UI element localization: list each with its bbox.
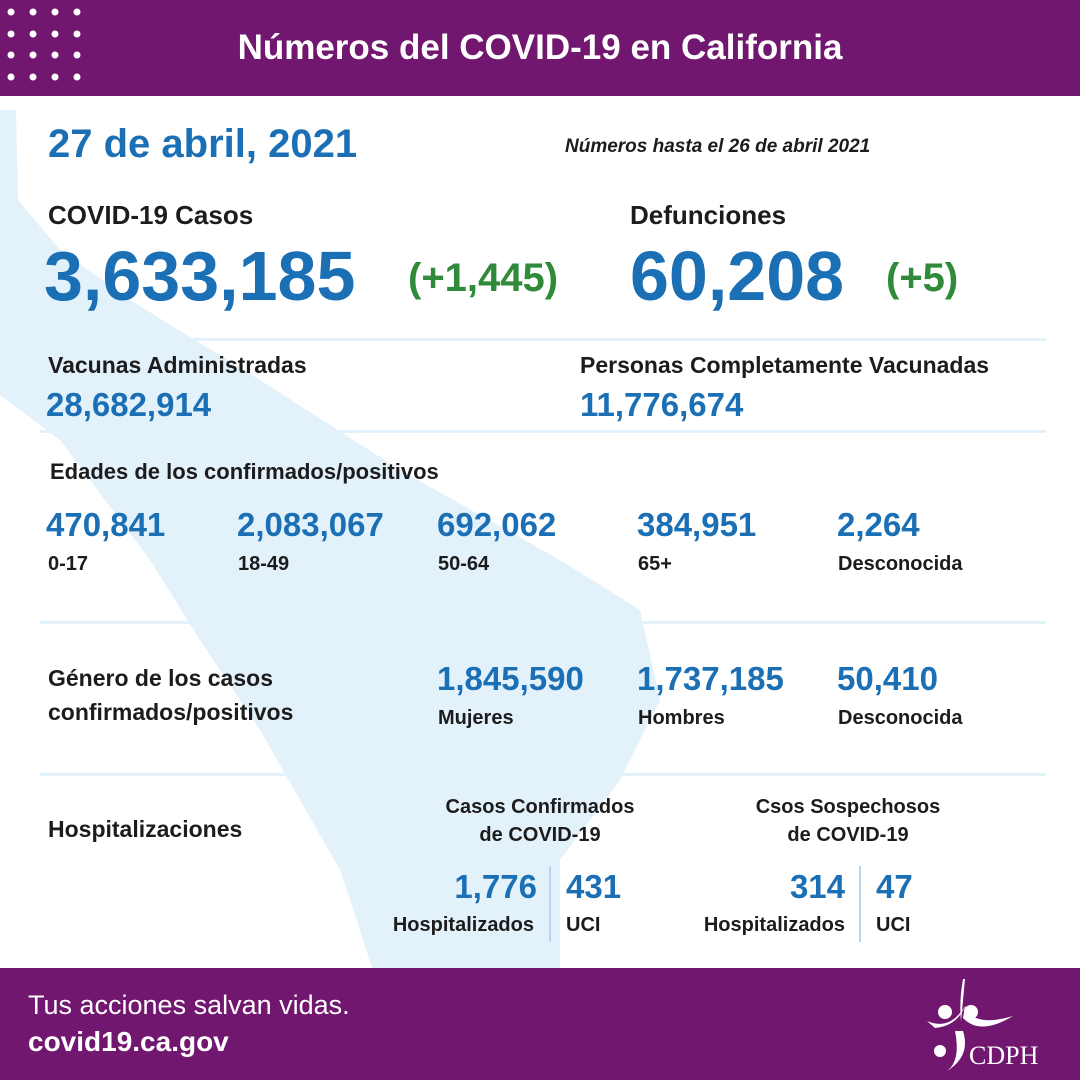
age-label: 65+ [638,553,672,575]
confirmed-title-line2: de COVID-19 [479,824,601,846]
dots-decoration-icon [7,8,81,81]
age-value: 470,841 [46,506,166,543]
fully-vaccinated-label: Personas Completamente Vacunadas [580,352,990,378]
deaths-value: 60,208 [630,237,845,315]
suspected-hosp-value: 314 [789,868,845,905]
gender-heading-line1: Género de los casos [48,665,273,691]
cdph-logo-text: CDPH [969,1041,1039,1070]
report-date: 27 de abril, 2021 [48,122,358,166]
confirmed-title-line1: Casos Confirmados [445,796,635,818]
suspected-title-line2: de COVID-19 [787,824,909,846]
deaths-change: (+5) [886,256,959,300]
website-link[interactable]: covid19.ca.gov [28,1026,229,1057]
vaccines-value: 28,682,914 [46,386,212,423]
divider [40,338,1046,341]
deaths-label: Defunciones [630,200,787,230]
divider [40,773,1046,776]
tagline: Tus acciones salvan vidas. [28,990,350,1020]
vaccines-label: Vacunas Administradas [48,352,307,378]
divider [40,621,1046,624]
suspected-icu-value: 47 [876,868,913,905]
age-value: 2,083,067 [237,506,384,543]
confirmed-icu-label: UCI [566,914,601,936]
confirmed-hosp-label: Hospitalizados [392,914,534,936]
age-label: 50-64 [438,553,490,575]
age-label: Desconocida [838,553,963,575]
fully-vaccinated-value: 11,776,674 [580,386,744,423]
confirmed-hosp-value: 1,776 [454,868,537,905]
california-map-background [0,110,660,968]
gender-value: 1,845,590 [437,660,584,697]
separator [549,866,551,942]
header-bar: Números del COVID-19 en California [0,0,1080,96]
gender-label: Hombres [638,707,725,729]
age-label: 18-49 [238,553,290,575]
suspected-icu-label: UCI [876,914,911,936]
hospital-heading: Hospitalizaciones [48,816,243,842]
as-of-note: Números hasta el 26 de abril 2021 [565,136,871,157]
separator [859,866,861,942]
suspected-hosp-label: Hospitalizados [703,914,845,936]
cases-change: (+1,445) [408,256,559,300]
gender-value: 50,410 [837,660,938,697]
gender-heading-line2: confirmados/positivos [48,699,294,725]
cdph-logo-icon: CDPH [927,979,1039,1071]
cases-label: COVID-19 Casos [48,200,254,230]
age-value: 2,264 [837,506,920,543]
gender-label: Desconocida [838,707,963,729]
divider [40,430,1046,433]
page-title: Números del COVID-19 en California [237,28,843,67]
gender-label: Mujeres [438,707,514,729]
suspected-title-line1: Csos Sospechosos [755,796,941,818]
age-label: 0-17 [48,553,89,575]
footer-bar: Tus acciones salvan vidas. covid19.ca.go… [0,968,1080,1080]
confirmed-icu-value: 431 [566,868,622,905]
gender-value: 1,737,185 [637,660,784,697]
age-value: 692,062 [437,506,557,543]
cases-value: 3,633,185 [44,237,356,315]
ages-heading: Edades de los confirmados/positivos [50,459,439,484]
age-value: 384,951 [637,506,757,543]
